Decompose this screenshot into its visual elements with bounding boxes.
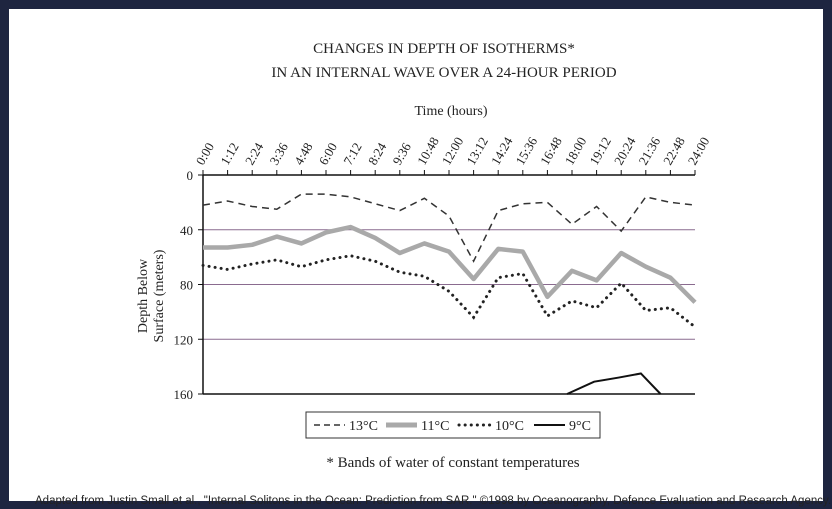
x-tick-label-11: 13:12: [463, 134, 491, 167]
x-tick-label-2: 2:24: [242, 140, 267, 168]
x-tick-label-8: 9:36: [389, 140, 414, 168]
series-line-13c: [202, 193, 696, 263]
x-tick-label-14: 16:48: [537, 134, 565, 167]
series-line-10c: [201, 254, 697, 329]
x-tick-label-13: 15:36: [512, 134, 540, 168]
x-tick-label-19: 22:48: [660, 134, 688, 167]
isotherm-chart: CHANGES IN DEPTH OF ISOTHERMS* IN AN INT…: [136, 41, 713, 471]
x-tick-label-16: 19:12: [586, 134, 614, 167]
x-tick-label-12: 14:24: [488, 134, 516, 168]
x-tick-label-9: 10:48: [414, 134, 442, 167]
y-tick-label-160: 160: [174, 387, 194, 402]
source-credit: Adapted from Justin Small et al., "Inter…: [35, 495, 832, 507]
x-tick-label-15: 18:00: [562, 134, 590, 167]
x-tick-label-5: 6:00: [316, 140, 341, 168]
x-tick-label-1: 1:12: [217, 140, 242, 168]
plot-area: 0 40 80 120 160 0:00 1:12 2:24 3:36 4:48 6:00 7:12 8…: [174, 134, 713, 402]
x-tick-label-0: 0:00: [193, 140, 218, 168]
y-tick-label-120: 120: [174, 332, 194, 347]
chart-footnote: * Bands of water of constant temperature…: [326, 455, 579, 471]
series-line-9c: [566, 372, 662, 395]
series-line-11c: [203, 224, 697, 304]
x-axis-title: Time (hours): [415, 104, 488, 119]
x-tick-label-17: 20:24: [611, 134, 639, 168]
x-tick-label-6: 7:12: [340, 140, 365, 168]
x-tick-label-3: 3:36: [266, 140, 291, 168]
x-tick-label-20: 24:00: [685, 134, 713, 167]
chart-title-line-1: CHANGES IN DEPTH OF ISOTHERMS*: [313, 41, 575, 57]
figure-panel: CHANGES IN DEPTH OF ISOTHERMS* IN AN INT…: [9, 9, 831, 507]
chart-title-line-2: IN AN INTERNAL WAVE OVER A 24-HOUR PERIO…: [271, 65, 616, 81]
y-axis-title-line-1: Depth Below: [136, 258, 151, 333]
y-tick-label-40: 40: [180, 223, 193, 238]
legend-label-11c: 11°C: [421, 419, 449, 434]
legend-label-9c: 9°C: [569, 419, 591, 434]
y-tick-label-80: 80: [180, 278, 193, 293]
legend-label-13c: 13°C: [349, 419, 378, 434]
x-tick-label-10: 12:00: [439, 134, 467, 167]
legend-label-10c: 10°C: [495, 419, 524, 434]
x-tick-label-7: 8:24: [365, 140, 390, 168]
y-tick-label-0: 0: [187, 168, 194, 183]
legend: 13°C 11°C 10°C 9°C: [305, 411, 601, 439]
y-axis-title-line-2: Surface (meters): [152, 249, 167, 342]
x-tick-label-4: 4:48: [291, 140, 316, 168]
x-tick-label-18: 21:36: [635, 134, 663, 168]
